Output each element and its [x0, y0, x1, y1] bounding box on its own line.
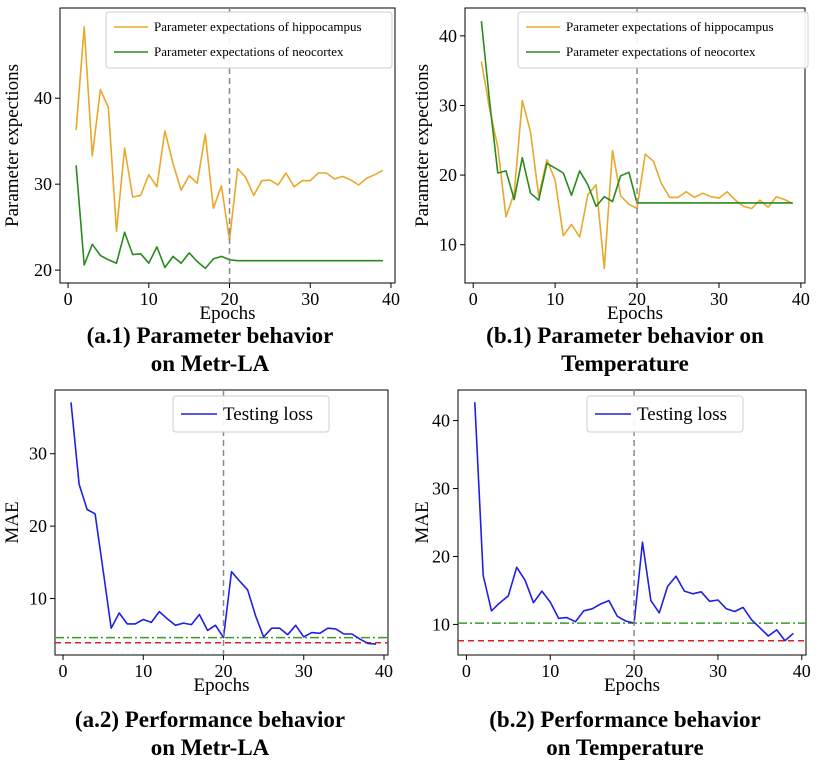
legend-box — [586, 395, 744, 433]
x-tick-label: 30 — [709, 661, 727, 681]
y-axis-label: Parameter expections — [2, 64, 23, 227]
y-axis-label: MAE — [412, 501, 433, 543]
x-tick-label: 30 — [301, 289, 319, 309]
x-tick-label: 0 — [462, 661, 471, 681]
y-axis-label: MAE — [2, 501, 23, 543]
caption-b2-line2: on Temperature — [546, 735, 704, 760]
x-tick-label: 30 — [295, 661, 313, 681]
x-axis-label: Epochs — [200, 303, 256, 324]
x-tick-label: 10 — [546, 289, 564, 309]
y-tick-label: 20 — [432, 546, 450, 566]
x-tick-label: 40 — [382, 289, 400, 309]
caption-b1: (b.1) Parameter behavior on Temperature — [420, 322, 830, 378]
x-tick-label: 40 — [792, 289, 810, 309]
y-tick-label: 30 — [432, 479, 450, 499]
x-tick-label: 20 — [625, 661, 643, 681]
y-tick-label: 10 — [432, 614, 450, 634]
x-tick-label: 10 — [134, 661, 152, 681]
caption-a1: (a.1) Parameter behavior on Metr-LA — [0, 322, 420, 378]
legend-label: Testing loss — [637, 404, 727, 425]
chart-a1: 0 10 20 30 40 20 30 40 Epochs Parameter expection… — [0, 0, 400, 324]
plot-frame — [54, 389, 389, 656]
x-tick-label: 0 — [469, 289, 478, 309]
y-tick-label: 40 — [432, 411, 450, 431]
x-tick-label: 10 — [140, 289, 158, 309]
y-tick-label: 20 — [439, 165, 457, 185]
x-tick-label: 30 — [710, 289, 728, 309]
caption-a2-line1: (a.2) Performance behavior — [74, 707, 346, 732]
caption-b1-line2: Temperature — [561, 351, 689, 376]
series-line-loss — [70, 402, 377, 645]
y-tick-label: 20 — [34, 260, 52, 280]
series-line-neocortex — [75, 165, 383, 270]
x-tick-label: 20 — [215, 661, 233, 681]
chart-a2-svg: 0 10 20 30 40 10 20 30 Epochs MAE Testing loss — [2, 389, 393, 696]
plot-frame — [464, 7, 806, 284]
y-tick-label: 30 — [29, 444, 47, 464]
x-axis-label: Epochs — [604, 675, 660, 696]
x-tick-label: 40 — [793, 661, 811, 681]
y-tick-label: 10 — [439, 235, 457, 255]
y-tick-label: 20 — [29, 516, 47, 536]
caption-b2: (b.2) Performance behavior on Temperatur… — [420, 706, 830, 762]
caption-a1-line1: (a.1) Parameter behavior — [86, 323, 334, 348]
chart-a1-svg: 0 10 20 30 40 20 30 40 Epochs Parameter expection… — [2, 7, 400, 324]
chart-b1: 0 10 20 30 40 10 20 30 40 Epochs Parameter expecti… — [410, 0, 830, 324]
legend-label: Parameter expectations of hippocampus — [566, 19, 774, 34]
plot-frame — [59, 7, 396, 284]
x-tick-label: 20 — [628, 289, 646, 309]
x-tick-label: 40 — [375, 661, 393, 681]
series-line-neocortex — [480, 21, 793, 208]
y-tick-label: 10 — [29, 589, 47, 609]
legend-box — [172, 395, 330, 433]
y-tick-label: 30 — [34, 174, 52, 194]
caption-b2-line1: (b.2) Performance behavior — [489, 707, 761, 732]
legend-label: Testing loss — [223, 404, 313, 425]
x-tick-label: 20 — [221, 289, 239, 309]
legend-label: Parameter expectations of hippocampus — [154, 19, 362, 34]
legend-box — [105, 11, 393, 69]
caption-a1-line2: on Metr-LA — [150, 351, 270, 376]
legend-label: Parameter expectations of neocortex — [566, 44, 756, 59]
y-axis-label: Parameter expections — [412, 64, 433, 227]
legend-label: Parameter expectations of neocortex — [154, 44, 344, 59]
chart-b2-svg: 0 10 20 30 40 10 20 30 40 Epochs MAE Testing loss — [412, 389, 811, 696]
plot-frame — [457, 389, 807, 656]
x-axis-label: Epochs — [194, 675, 250, 696]
x-tick-label: 10 — [541, 661, 559, 681]
chart-b1-svg: 0 10 20 30 40 10 20 30 40 Epochs Parameter expecti… — [412, 7, 810, 324]
legend-box — [517, 11, 809, 69]
x-tick-label: 0 — [59, 661, 68, 681]
caption-a2-line2: on Metr-LA — [150, 735, 270, 760]
x-axis-label: Epochs — [607, 303, 663, 324]
caption-b1-line1: (b.1) Parameter behavior on — [486, 323, 764, 348]
x-tick-label: 0 — [64, 289, 73, 309]
chart-b2: 0 10 20 30 40 10 20 30 40 Epochs MAE Testing loss — [410, 384, 830, 706]
caption-a2: (a.2) Performance behavior on Metr-LA — [0, 706, 420, 762]
y-tick-label: 40 — [439, 26, 457, 46]
chart-a2: 0 10 20 30 40 10 20 30 Epochs MAE Testing loss — [0, 384, 400, 706]
y-tick-label: 40 — [34, 88, 52, 108]
y-tick-label: 30 — [439, 95, 457, 115]
